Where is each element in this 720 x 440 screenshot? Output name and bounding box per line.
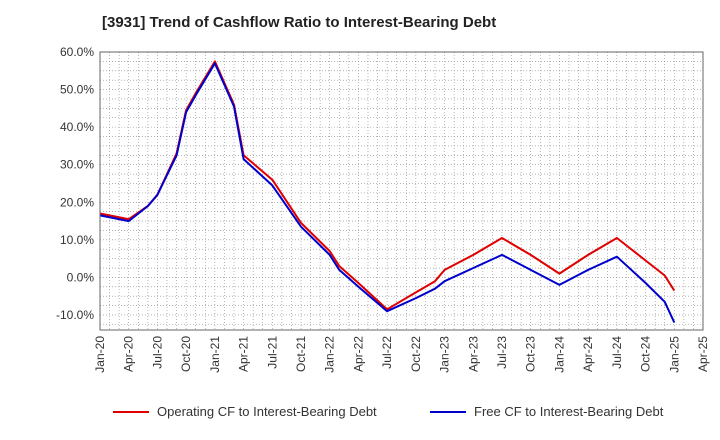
x-tick-label: Oct-23 [524, 336, 538, 372]
y-tick-label: 0.0% [67, 270, 95, 284]
x-tick-label: Jul-21 [265, 336, 279, 369]
x-tick-label: Apr-23 [466, 336, 480, 372]
x-tick-label: Apr-22 [351, 336, 365, 372]
x-tick-label: Jan-24 [552, 336, 566, 373]
series-layer [99, 60, 676, 323]
x-tick-label: Jan-22 [323, 336, 337, 373]
x-tick-label: Jul-22 [380, 336, 394, 369]
grid-lines [99, 51, 704, 330]
x-tick-label: Jul-24 [610, 336, 624, 369]
x-tick-label: Jan-20 [93, 336, 107, 373]
x-tick-label: Oct-22 [409, 336, 423, 372]
x-tick-label: Jan-25 [667, 336, 681, 373]
x-tick-label: Jan-23 [438, 336, 452, 373]
legend: Operating CF to Interest-Bearing Debt Fr… [0, 404, 720, 426]
series-line-operating-cf [99, 60, 676, 311]
series-line-free-cf [99, 62, 676, 323]
y-tick-label: 40.0% [60, 120, 94, 134]
y-tick-label: 30.0% [60, 158, 94, 172]
x-tick-label: Jan-21 [208, 336, 222, 373]
x-tick-label: Apr-24 [581, 336, 595, 372]
chart-title: [3931] Trend of Cashflow Ratio to Intere… [102, 14, 497, 31]
legend-label-free-cf: Free CF to Interest-Bearing Debt [474, 404, 664, 419]
y-tick-label: 10.0% [60, 233, 94, 247]
plot-frame [99, 51, 704, 331]
x-axis-ticks: Jan-20 Apr-20 Jul-20 Oct-20 Jan-21 Apr-21 Jul-… [93, 336, 710, 373]
x-tick-label: Oct-24 [639, 336, 653, 372]
x-tick-label: Oct-21 [294, 336, 308, 372]
x-tick-label: Oct-20 [179, 336, 193, 372]
y-axis-ticks: 60.0% 50.0% 40.0% 30.0% 20.0% 10.0% 0.0% -10.0% [56, 45, 94, 322]
y-tick-label: 20.0% [60, 195, 94, 209]
legend-item-free-cf: Free CF to Interest-Bearing Debt [430, 404, 663, 419]
y-tick-label: 60.0% [60, 45, 94, 59]
legend-item-operating-cf: Operating CF to Interest-Bearing Debt [113, 404, 377, 419]
y-tick-label: 50.0% [60, 83, 94, 97]
legend-swatch-operating-cf [113, 410, 149, 413]
y-tick-label: -10.0% [56, 308, 94, 322]
x-tick-label: Apr-20 [122, 336, 136, 372]
x-tick-label: Apr-21 [237, 336, 251, 372]
x-tick-label: Jul-23 [495, 336, 509, 369]
legend-swatch-free-cf [430, 410, 466, 413]
x-tick-label: Apr-25 [696, 336, 710, 372]
legend-label-operating-cf: Operating CF to Interest-Bearing Debt [157, 404, 377, 419]
x-tick-label: Jul-20 [150, 336, 164, 369]
